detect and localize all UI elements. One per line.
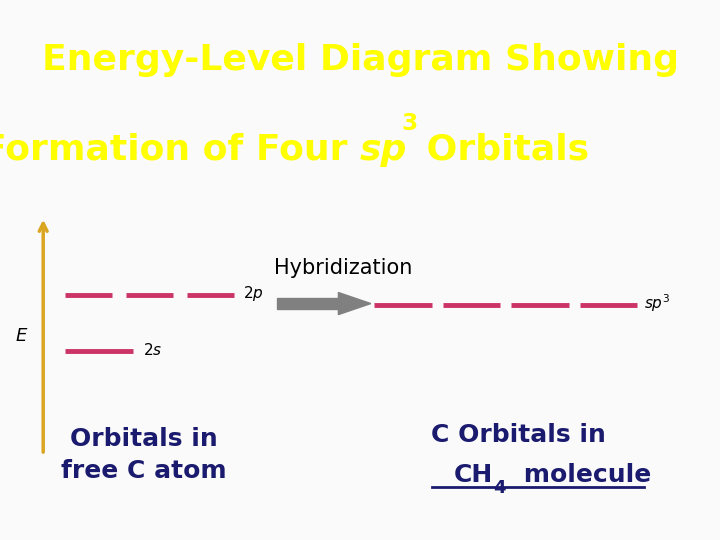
Polygon shape: [277, 298, 338, 309]
Text: Orbitals in
free C atom: Orbitals in free C atom: [61, 427, 227, 483]
Text: 3: 3: [401, 112, 418, 136]
Text: Hybridization: Hybridization: [274, 258, 412, 278]
Text: sp: sp: [360, 133, 408, 167]
Text: 4: 4: [493, 480, 505, 497]
Text: $sp^3$: $sp^3$: [644, 293, 670, 314]
Text: Orbitals: Orbitals: [414, 133, 589, 167]
Text: Formation of Four: Formation of Four: [0, 133, 360, 167]
Text: C Orbitals in: C Orbitals in: [431, 422, 606, 447]
Text: CH: CH: [454, 463, 493, 488]
Text: Energy-Level Diagram Showing: Energy-Level Diagram Showing: [42, 43, 678, 77]
Polygon shape: [338, 293, 371, 315]
Text: $2s$: $2s$: [143, 342, 162, 358]
Text: $2p$: $2p$: [243, 284, 264, 303]
Text: molecule: molecule: [515, 463, 651, 488]
Text: $E$: $E$: [15, 327, 28, 345]
